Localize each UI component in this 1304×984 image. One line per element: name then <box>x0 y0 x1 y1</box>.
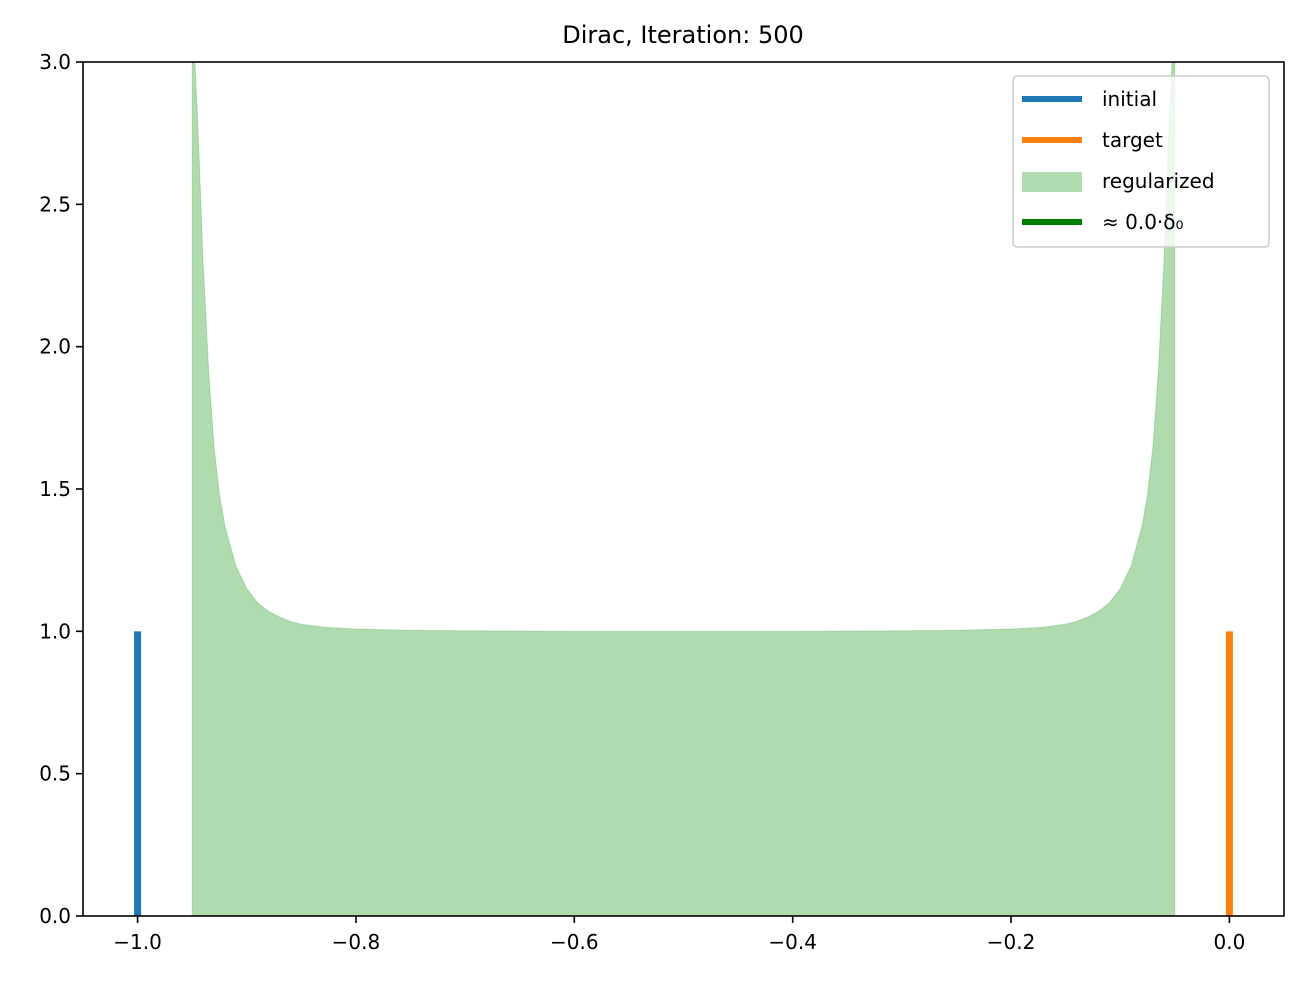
chart-title: Dirac, Iteration: 500 <box>562 21 804 49</box>
x-tick-label: −1.0 <box>113 930 162 954</box>
y-tick-label: 3.0 <box>39 50 71 74</box>
plot-area <box>134 62 1233 916</box>
legend-label: regularized <box>1102 169 1215 193</box>
x-axis: −1.0 −0.8 −0.6 −0.4 −0.2 0.0 <box>113 916 1245 954</box>
y-tick-label: 1.5 <box>39 477 71 501</box>
x-tick-label: −0.8 <box>332 930 381 954</box>
x-tick-label: 0.0 <box>1214 930 1246 954</box>
y-tick-label: 2.5 <box>39 192 71 216</box>
y-tick-label: 2.0 <box>39 335 71 359</box>
y-tick-label: 0.0 <box>39 904 71 928</box>
legend-box <box>1012 75 1270 248</box>
y-tick-label: 1.0 <box>39 619 71 643</box>
legend-swatch <box>1022 172 1082 192</box>
legend-label: initial <box>1102 87 1157 111</box>
y-axis: 0.0 0.5 1.0 1.5 2.0 2.5 3.0 <box>39 50 83 928</box>
x-tick-label: −0.6 <box>550 930 599 954</box>
series-regularized-area <box>191 62 1176 916</box>
legend-label: ≈ 0.0·δ₀ <box>1102 210 1184 234</box>
legend-label: target <box>1102 128 1163 152</box>
legend: initial target regularized ≈ 0.0·δ₀ <box>1012 75 1270 248</box>
x-tick-label: −0.2 <box>987 930 1036 954</box>
x-tick-label: −0.4 <box>768 930 817 954</box>
y-tick-label: 0.5 <box>39 762 71 786</box>
